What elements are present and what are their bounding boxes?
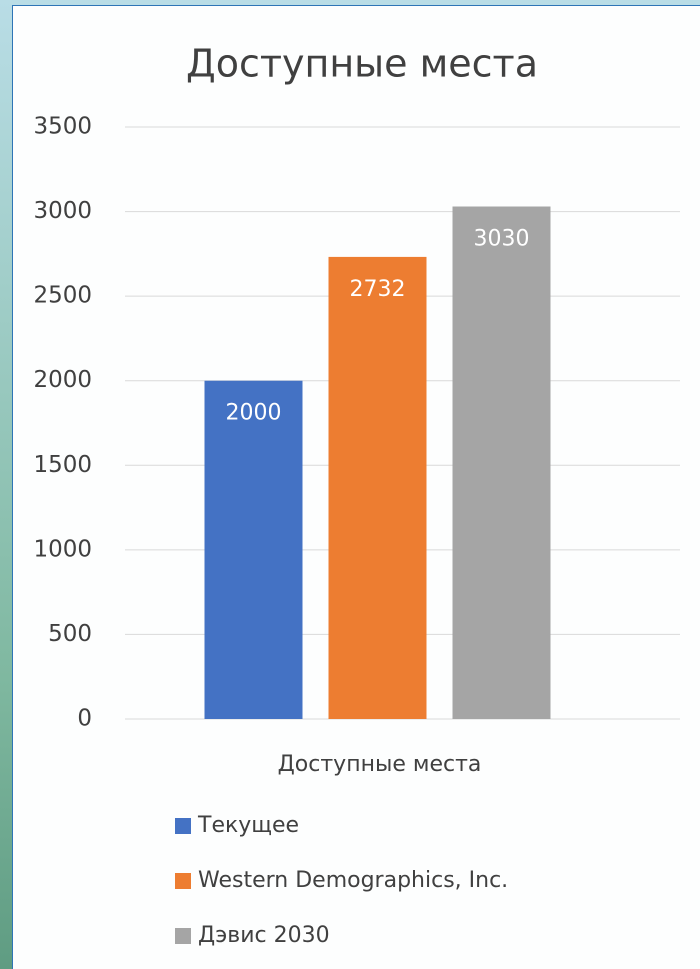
data-label: 3030: [474, 226, 530, 251]
legend-label: Western Demographics, Inc.: [198, 868, 508, 893]
data-label: 2000: [226, 401, 282, 426]
y-tick-label: 0: [77, 706, 92, 732]
y-tick-label: 1000: [33, 536, 92, 562]
legend-swatch: [175, 873, 191, 889]
data-label: 2732: [350, 277, 406, 302]
y-tick-label: 3000: [33, 198, 92, 224]
legend-label: Текущее: [197, 813, 299, 838]
legend-swatch: [175, 818, 191, 834]
x-tick-label: Доступные места: [278, 752, 482, 777]
bar: [204, 380, 303, 719]
chart-title: Доступные места: [186, 42, 538, 86]
y-tick-label: 1500: [33, 452, 92, 478]
y-tick-label: 2500: [33, 283, 92, 309]
bar: [452, 206, 551, 720]
y-tick-label: 500: [48, 621, 92, 647]
legend-swatch: [175, 928, 191, 944]
bar: [328, 256, 427, 719]
y-tick-label: 3500: [33, 114, 92, 140]
legend-label: Дэвис 2030: [198, 923, 330, 948]
y-tick-label: 2000: [33, 367, 92, 393]
